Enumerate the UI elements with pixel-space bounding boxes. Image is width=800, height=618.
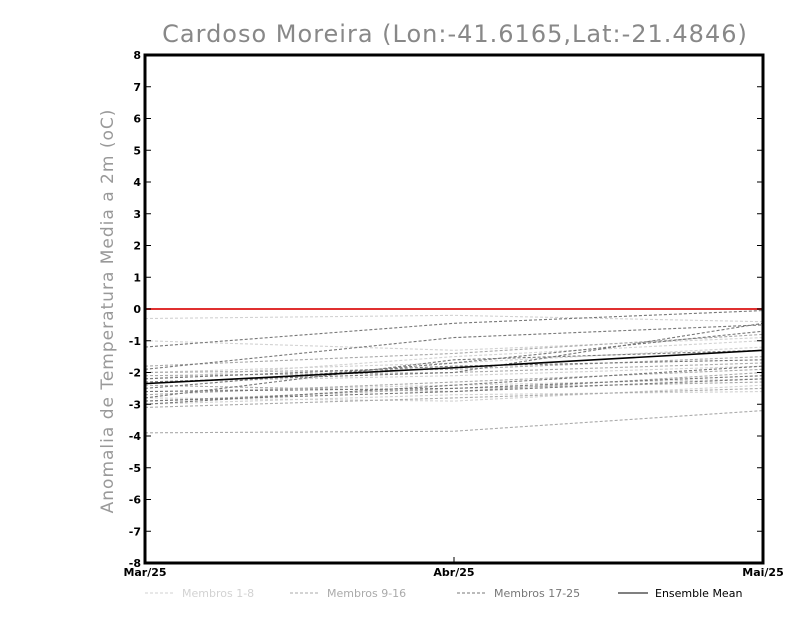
x-tick-label: Mar/25: [123, 566, 166, 579]
y-tick-label: -7: [129, 525, 141, 538]
y-tick-label: -4: [129, 430, 142, 443]
plot-lines: [144, 308, 764, 434]
y-tick-label: 3: [133, 208, 141, 221]
y-tick-label: -1: [129, 335, 141, 348]
chart-title: Cardoso Moreira (Lon:-41.6165,Lat:-21.48…: [162, 20, 748, 48]
y-tick-label: 4: [133, 176, 141, 189]
series-line-membro-3: [144, 346, 764, 374]
series-line-membro-25: [144, 359, 764, 380]
x-axis-ticks: Mar/25 Abr/25 Mai/25: [123, 557, 784, 579]
series-line-membro-2: [144, 337, 764, 351]
series-line-membro-22: [144, 375, 764, 393]
series-line-membro-24: [144, 378, 764, 402]
y-tick-label: 5: [133, 144, 141, 157]
y-axis-ticks: 8 7 6 5 4 3 2 1 0 -1 -2 -3 -4 -5 -6 -7 -8: [129, 49, 763, 570]
y-tick-label: 6: [133, 113, 141, 126]
y-tick-label: -2: [129, 367, 141, 380]
series-line-membro-5: [144, 378, 764, 393]
y-tick-label: -5: [129, 462, 141, 475]
legend-label: Ensemble Mean: [655, 587, 742, 600]
series-line-membro-23: [144, 322, 764, 383]
series-line-membro-18: [144, 324, 764, 370]
y-tick-label: -8: [129, 557, 141, 570]
series-line-membro-21: [144, 365, 764, 405]
series-line-membro-12: [144, 371, 764, 393]
y-tick-label: 7: [133, 81, 141, 94]
y-axis-label: Anomalia de Temperatura Media a 2m (oC): [98, 109, 118, 514]
series-line-membro-20: [144, 349, 764, 399]
series-line-membro-7: [144, 391, 764, 405]
series-line-membro-14: [144, 381, 764, 402]
y-tick-label: 2: [133, 240, 141, 253]
series-line-membro-16: [144, 356, 764, 374]
series-line-membro-13: [144, 368, 764, 396]
y-tick-label: 8: [133, 49, 141, 62]
y-tick-label: -3: [129, 398, 141, 411]
series-line-membro-4: [144, 365, 764, 383]
series-line-membro-15: [144, 387, 764, 408]
legend: Membros 1-8 Membros 9-16 Membros 17-25 Ense…: [145, 587, 742, 600]
series-line-membro-11: [144, 362, 764, 377]
y-tick-label: 0: [133, 303, 141, 316]
legend-label: Membros 9-16: [327, 587, 406, 600]
legend-label: Membros 1-8: [182, 587, 254, 600]
series-line-membro-6: [144, 384, 764, 402]
series-line-ensemble-mean: [144, 349, 764, 385]
series-line-membro-17: [144, 310, 764, 348]
legend-label: Membros 17-25: [494, 587, 580, 600]
series-line-membro-1: [144, 314, 764, 323]
series-line-membro-10: [144, 333, 764, 367]
x-tick-label: Abr/25: [433, 566, 474, 579]
x-tick-label: Mai/25: [742, 566, 783, 579]
series-line-membro-9: [144, 410, 764, 434]
y-tick-label: 1: [133, 271, 141, 284]
series-line-membro-8: [144, 340, 764, 380]
series-line-membro-19: [144, 330, 764, 389]
y-tick-label: -6: [129, 494, 142, 507]
